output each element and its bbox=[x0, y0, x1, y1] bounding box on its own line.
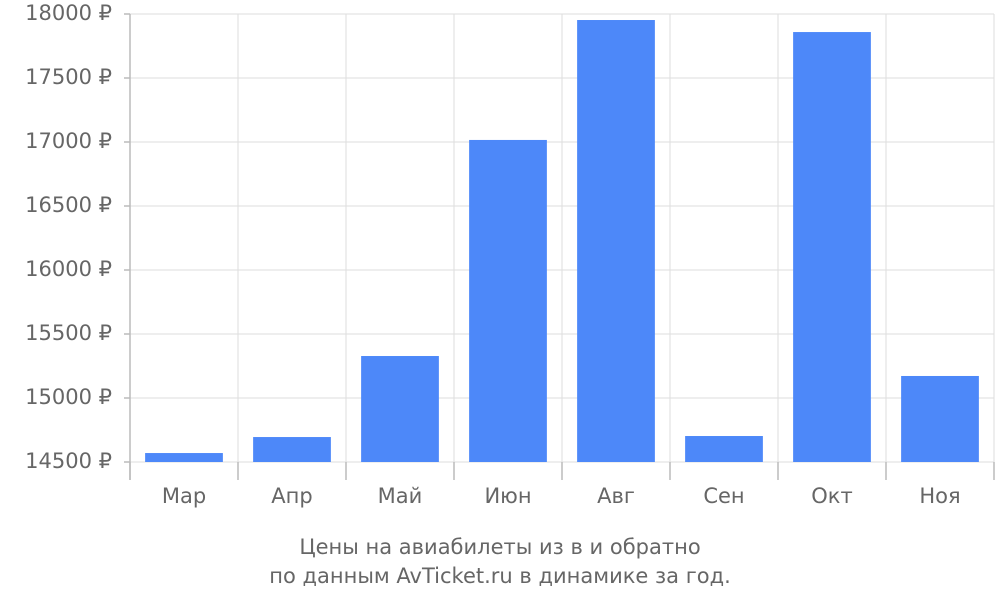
bar bbox=[793, 32, 871, 462]
x-tick-label: Июн bbox=[484, 484, 531, 508]
y-tick-label: 15500 ₽ bbox=[25, 321, 112, 345]
y-tick-label: 17500 ₽ bbox=[25, 65, 112, 89]
bar bbox=[469, 139, 547, 462]
x-tick-label: Авг bbox=[597, 484, 635, 508]
bar bbox=[901, 375, 979, 462]
x-tick-label: Ноя bbox=[919, 484, 960, 508]
chart-title: Цены на авиабилеты из в и обратно bbox=[299, 535, 700, 559]
x-tick-label: Сен bbox=[703, 484, 744, 508]
y-tick-label: 14500 ₽ bbox=[25, 449, 112, 473]
x-tick-label: Апр bbox=[271, 484, 312, 508]
y-tick-label: 16000 ₽ bbox=[25, 257, 112, 281]
y-tick-label: 15000 ₽ bbox=[25, 385, 112, 409]
bar bbox=[253, 437, 331, 462]
bar bbox=[145, 453, 223, 462]
y-tick-label: 17000 ₽ bbox=[25, 129, 112, 153]
chart-subtitle: по данным AvTicket.ru в динамике за год. bbox=[269, 564, 731, 588]
bar bbox=[577, 20, 655, 463]
bar bbox=[685, 436, 763, 462]
x-tick-label: Май bbox=[378, 484, 423, 508]
x-tick-label: Мар bbox=[162, 484, 206, 508]
x-tick-label: Окт bbox=[811, 484, 852, 508]
y-tick-label: 16500 ₽ bbox=[25, 193, 112, 217]
y-tick-label: 18000 ₽ bbox=[25, 1, 112, 25]
bar bbox=[361, 356, 439, 462]
